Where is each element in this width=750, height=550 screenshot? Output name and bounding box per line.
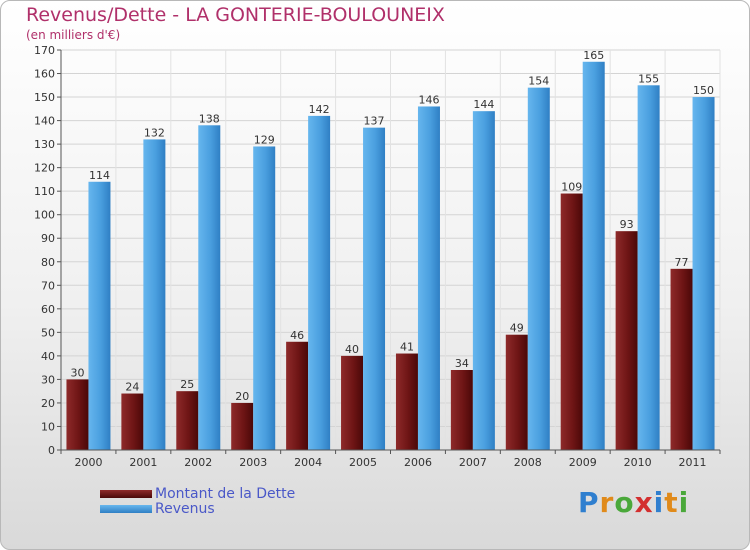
data-label-revenus: 165 xyxy=(583,49,604,62)
bar-dette xyxy=(286,341,309,450)
logo-char: t xyxy=(664,486,679,519)
data-label-revenus: 138 xyxy=(199,112,220,125)
y-tick-label: 60 xyxy=(41,303,55,316)
bar-revenus xyxy=(143,139,166,451)
bar-dette xyxy=(231,402,254,450)
bar-dette xyxy=(395,353,418,450)
y-tick-label: 140 xyxy=(34,115,55,128)
bar-revenus xyxy=(582,61,605,450)
data-label-revenus: 142 xyxy=(309,103,330,116)
y-tick-label: 160 xyxy=(34,68,55,81)
bar-revenus xyxy=(253,146,276,450)
bar-revenus xyxy=(88,181,111,450)
bar-dette xyxy=(121,393,144,450)
y-tick-label: 90 xyxy=(41,232,55,245)
legend-label-dette: Montant de la Dette xyxy=(155,486,296,502)
data-label-dette: 46 xyxy=(290,329,304,342)
data-label-dette: 20 xyxy=(235,390,249,403)
data-label-revenus: 132 xyxy=(144,126,165,139)
data-label-revenus: 146 xyxy=(418,93,439,106)
legend-swatch-revenus xyxy=(100,505,152,513)
data-label-revenus: 137 xyxy=(364,115,385,128)
bars xyxy=(66,61,715,451)
data-label-dette: 30 xyxy=(70,366,84,379)
data-label-dette: 93 xyxy=(620,218,634,231)
x-tick-label: 2010 xyxy=(624,456,652,469)
bar-revenus xyxy=(363,127,386,450)
y-tick-label: 50 xyxy=(41,326,55,339)
bar-dette xyxy=(450,370,473,450)
y-tick-label: 70 xyxy=(41,279,55,292)
data-label-revenus: 129 xyxy=(254,133,275,146)
data-label-revenus: 155 xyxy=(638,72,659,85)
x-tick-label: 2009 xyxy=(569,456,597,469)
bar-dette xyxy=(66,379,89,450)
legend-swatch-dette xyxy=(100,490,152,498)
bar-dette xyxy=(176,391,199,450)
bar-dette xyxy=(341,355,364,450)
bar-revenus xyxy=(308,115,331,450)
bar-dette xyxy=(615,231,638,450)
data-label-dette: 25 xyxy=(180,378,194,391)
data-label-revenus: 144 xyxy=(473,98,494,111)
data-label-dette: 77 xyxy=(675,256,689,269)
axes: 0 10 20 30 40 50 60 70 80 90 100 110 120 130 140 150 160… xyxy=(34,44,721,469)
y-tick-label: 20 xyxy=(41,397,55,410)
grid-lines xyxy=(61,49,721,450)
x-tick-label: 2002 xyxy=(184,456,212,469)
x-tick-label: 2004 xyxy=(294,456,322,469)
logo-char: P xyxy=(578,486,600,519)
x-tick-label: 2007 xyxy=(459,456,487,469)
logo-char: o xyxy=(614,486,635,519)
y-tick-label: 150 xyxy=(34,91,55,104)
data-label-dette: 40 xyxy=(345,343,359,356)
bar-revenus xyxy=(527,87,550,450)
bar-revenus xyxy=(637,85,660,450)
legend-label-revenus: Revenus xyxy=(155,501,215,517)
y-tick-label: 120 xyxy=(34,162,55,175)
logo-char: i xyxy=(653,486,665,519)
x-tick-label: 2008 xyxy=(514,456,542,469)
x-tick-label: 2006 xyxy=(404,456,432,469)
y-tick-label: 80 xyxy=(41,256,55,269)
y-tick-label: 100 xyxy=(34,209,55,222)
bar-dette xyxy=(505,334,528,450)
data-label-dette: 41 xyxy=(400,341,414,354)
bar-dette xyxy=(670,268,693,450)
x-tick-label: 2003 xyxy=(239,456,267,469)
y-tick-label: 130 xyxy=(34,138,55,151)
data-label-dette: 34 xyxy=(455,357,469,370)
bar-revenus xyxy=(692,97,715,450)
chart-title: Revenus/Dette - LA GONTERIE-BOULOUNEIX xyxy=(26,4,445,26)
y-tick-label: 40 xyxy=(41,350,55,363)
x-tick-label: 2011 xyxy=(679,456,707,469)
bar-revenus xyxy=(198,125,221,450)
y-tick-label: 170 xyxy=(34,44,55,57)
bar-revenus xyxy=(417,106,440,451)
y-tick-label: 30 xyxy=(41,373,55,386)
logo-char: x xyxy=(634,486,654,519)
data-label-revenus: 114 xyxy=(89,169,110,182)
x-tick-label: 2005 xyxy=(349,456,377,469)
x-tick-label: 2001 xyxy=(129,456,157,469)
data-label-dette: 49 xyxy=(510,322,524,335)
data-label-revenus: 150 xyxy=(693,84,714,97)
logo-char: r xyxy=(599,486,615,519)
data-label-dette: 109 xyxy=(561,181,582,194)
bar-revenus xyxy=(472,111,495,451)
y-tick-label: 0 xyxy=(48,444,55,457)
y-tick-label: 10 xyxy=(41,420,55,433)
data-label-dette: 24 xyxy=(125,381,139,394)
chart-subtitle: (en milliers d'€) xyxy=(26,28,121,42)
y-tick-label: 110 xyxy=(34,185,55,198)
data-labels: 30 114 24 132 25 138 20 129 46 142 40 137 41 146 34 144… xyxy=(70,49,714,403)
x-tick-label: 2000 xyxy=(74,456,102,469)
data-label-revenus: 154 xyxy=(528,75,549,88)
proxiti-logo: Proxiti xyxy=(578,486,689,519)
bar-dette xyxy=(560,193,583,450)
logo-char: i xyxy=(678,486,690,519)
